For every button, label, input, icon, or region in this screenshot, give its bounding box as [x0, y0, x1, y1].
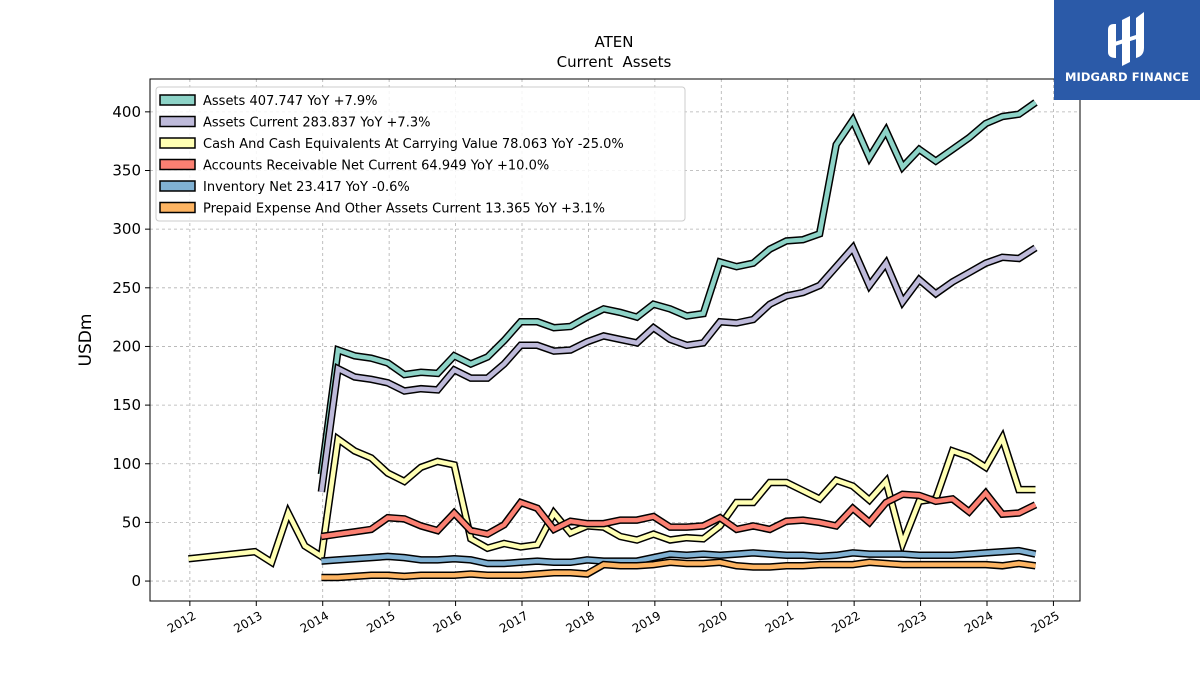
- x-tick-label: 2012: [165, 608, 198, 635]
- legend-swatch: [159, 137, 196, 149]
- x-tick-label: 2016: [431, 608, 464, 635]
- legend-entry: Cash And Cash Equivalents At Carrying Va…: [203, 137, 624, 152]
- x-tick-label: 2017: [497, 608, 530, 635]
- legend-entry: Assets 407.747 YoY +7.9%: [203, 94, 378, 109]
- series-line: [321, 560, 1036, 580]
- y-tick-label: 400: [112, 103, 141, 121]
- x-tick-label: 2022: [829, 608, 862, 635]
- series-lines: [188, 99, 1038, 582]
- x-axis: 2012 2013 2014 2015 2016 2017 2018 2019 2020 2021…: [165, 601, 1062, 636]
- series-line: [319, 100, 1037, 475]
- chart-subtitle: Current Assets: [557, 53, 672, 71]
- series-1: [317, 241, 1038, 493]
- legend: Assets 407.747 YoY +7.9% Assets Current 2…: [155, 86, 686, 222]
- x-tick-label: 2021: [763, 608, 796, 635]
- y-tick-label: 300: [112, 220, 141, 238]
- legend-swatch: [159, 158, 196, 171]
- legend-box: [155, 86, 686, 222]
- series-line: [321, 548, 1036, 566]
- x-tick-label: 2023: [896, 608, 929, 635]
- series-2: [188, 428, 1036, 569]
- legend-swatch: [159, 180, 196, 192]
- series-line-outline: [188, 428, 1036, 569]
- series-line: [319, 243, 1037, 493]
- x-tick-label: 2019: [630, 608, 663, 635]
- legend-entry: Assets Current 283.837 YoY +7.3%: [203, 116, 430, 131]
- legend-swatch: [159, 201, 196, 214]
- series-5: [321, 558, 1037, 582]
- series-line: [321, 489, 1037, 539]
- brand-mark-icon: [1108, 12, 1144, 66]
- x-tick-label: 2013: [231, 608, 264, 635]
- plot-frame: [149, 78, 1081, 602]
- y-axis-label: USDm: [76, 314, 96, 367]
- legend-entry: Inventory Net 23.417 YoY -0.6%: [203, 180, 410, 195]
- legend-swatch: [159, 115, 196, 128]
- y-tick-label: 50: [122, 513, 141, 531]
- y-tick-label: 100: [112, 455, 141, 473]
- series-3: [320, 487, 1038, 541]
- x-tick-label: 2025: [1028, 608, 1061, 635]
- y-tick-label: 200: [112, 337, 141, 355]
- legend-entry: Prepaid Expense And Other Assets Current…: [203, 202, 605, 217]
- x-tick-label: 2015: [364, 608, 397, 635]
- x-tick-label: 2024: [962, 608, 995, 635]
- y-tick-label: 0: [131, 572, 141, 590]
- y-tick-label: 150: [112, 396, 141, 414]
- chart-title: ATEN: [595, 33, 634, 51]
- y-axis: 0 50 100 150 200 250 300 350 400: [112, 103, 150, 590]
- x-tick-label: 2020: [696, 608, 729, 635]
- legend-swatch: [159, 94, 196, 106]
- brand-logo: MIDGARD FINANCE: [1054, 0, 1200, 100]
- series-4: [321, 546, 1037, 568]
- x-tick-label: 2014: [298, 608, 331, 635]
- y-tick-label: 250: [112, 279, 141, 297]
- brand-name: MIDGARD FINANCE: [1064, 70, 1190, 84]
- series-line: [188, 432, 1036, 566]
- y-tick-label: 350: [112, 161, 141, 179]
- x-tick-label: 2018: [563, 608, 596, 635]
- legend-entry: Accounts Receivable Net Current 64.949 Y…: [203, 159, 549, 174]
